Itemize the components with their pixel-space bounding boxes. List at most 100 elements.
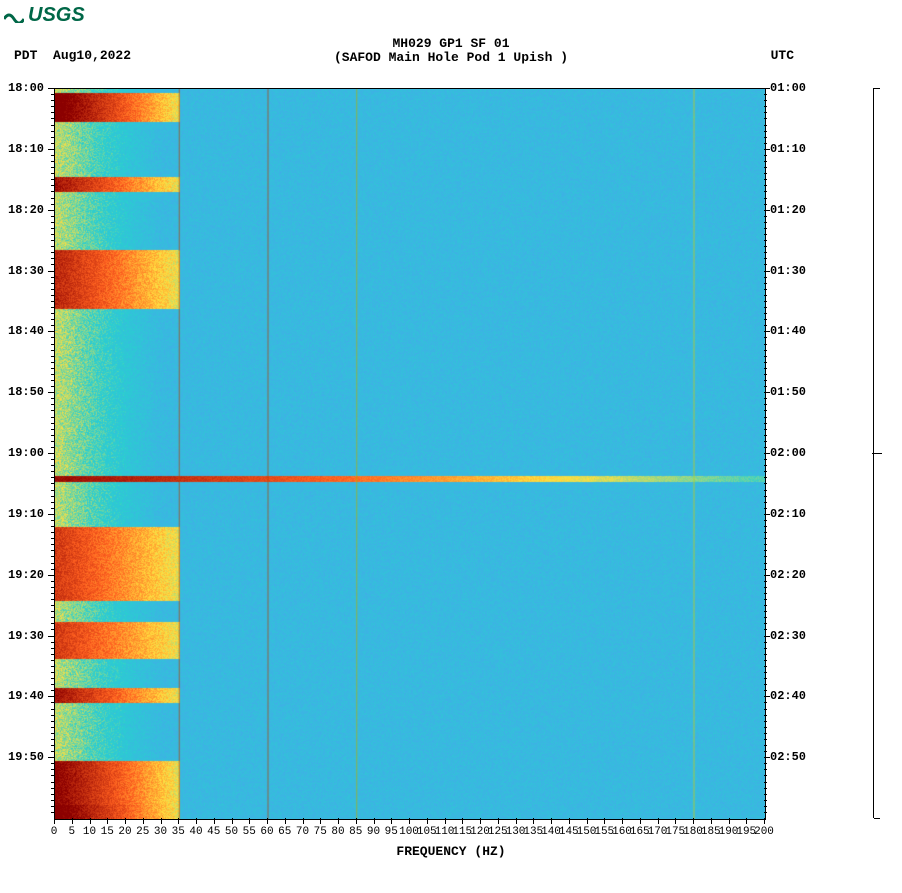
y-minor [764, 325, 767, 326]
y-minor [51, 715, 54, 716]
y-minor [51, 477, 54, 478]
y-right-tick: 02:00 [770, 446, 806, 460]
y-minor [51, 131, 54, 132]
x-tick [498, 818, 499, 824]
y-minor [764, 100, 767, 101]
y-minor [51, 550, 54, 551]
y-minor [51, 806, 54, 807]
y-minor [764, 483, 767, 484]
y-minor [764, 587, 767, 588]
x-tick-label: 45 [207, 826, 220, 838]
y-minor [51, 118, 54, 119]
x-tick [604, 818, 605, 824]
y-minor [764, 216, 767, 217]
y-minor [764, 337, 767, 338]
y-minor [51, 782, 54, 783]
y-right-tick: 01:00 [770, 81, 806, 95]
y-minor [51, 319, 54, 320]
y-minor [764, 423, 767, 424]
y-right-tick: 01:50 [770, 385, 806, 399]
y-tick [764, 636, 770, 637]
y-left-tick: 18:20 [8, 203, 44, 217]
tz-left: PDT [14, 48, 37, 63]
x-tick-label: 35 [172, 826, 185, 838]
y-minor [51, 94, 54, 95]
x-tick [72, 818, 73, 824]
y-minor [764, 648, 767, 649]
y-minor [764, 417, 767, 418]
date-label: PDT Aug10,2022 [14, 48, 131, 63]
x-tick [445, 818, 446, 824]
y-minor [51, 240, 54, 241]
y-minor [51, 356, 54, 357]
y-tick [764, 757, 770, 758]
x-tick [107, 818, 108, 824]
x-tick [516, 818, 517, 824]
y-minor [764, 277, 767, 278]
x-tick [391, 818, 392, 824]
y-minor [764, 623, 767, 624]
x-tick [356, 818, 357, 824]
x-tick-label: 90 [367, 826, 380, 838]
y-minor [51, 508, 54, 509]
y-minor [764, 733, 767, 734]
x-tick [675, 818, 676, 824]
y-minor [51, 526, 54, 527]
y-minor [764, 198, 767, 199]
y-minor [51, 660, 54, 661]
y-minor [764, 398, 767, 399]
y-minor [51, 611, 54, 612]
y-minor [51, 769, 54, 770]
x-tick-label: 200 [754, 826, 774, 838]
y-minor [764, 118, 767, 119]
x-tick [249, 818, 250, 824]
y-left-tick: 19:30 [8, 629, 44, 643]
y-minor [51, 459, 54, 460]
y-minor [764, 520, 767, 521]
x-tick [764, 818, 765, 824]
y-left-tick: 18:10 [8, 142, 44, 156]
x-tick [427, 818, 428, 824]
y-minor [51, 502, 54, 503]
y-minor [51, 125, 54, 126]
y-minor [764, 94, 767, 95]
y-minor [51, 775, 54, 776]
x-tick [693, 818, 694, 824]
y-minor [51, 569, 54, 570]
y-minor [51, 520, 54, 521]
y-right-tick: 01:40 [770, 324, 806, 338]
y-tick [764, 392, 770, 393]
y-minor [764, 313, 767, 314]
x-tick [746, 818, 747, 824]
y-minor [764, 782, 767, 783]
y-minor [764, 709, 767, 710]
y-minor [764, 301, 767, 302]
y-minor [51, 794, 54, 795]
x-tick-label: 70 [296, 826, 309, 838]
x-tick [480, 818, 481, 824]
y-minor [764, 629, 767, 630]
x-tick-label: 95 [385, 826, 398, 838]
y-left-tick: 19:20 [8, 568, 44, 582]
y-minor [764, 788, 767, 789]
y-minor [764, 569, 767, 570]
y-tick [48, 453, 54, 454]
x-tick [462, 818, 463, 824]
y-minor [51, 648, 54, 649]
y-minor [764, 350, 767, 351]
y-minor [764, 508, 767, 509]
y-minor [764, 684, 767, 685]
y-minor [764, 556, 767, 557]
spectrogram-canvas [55, 89, 765, 819]
x-tick [143, 818, 144, 824]
y-minor [51, 307, 54, 308]
y-minor [51, 204, 54, 205]
x-tick [54, 818, 55, 824]
y-tick [48, 271, 54, 272]
x-tick [409, 818, 410, 824]
y-minor [51, 264, 54, 265]
y-minor [764, 794, 767, 795]
x-tick [90, 818, 91, 824]
y-minor [764, 137, 767, 138]
y-tick [48, 88, 54, 89]
